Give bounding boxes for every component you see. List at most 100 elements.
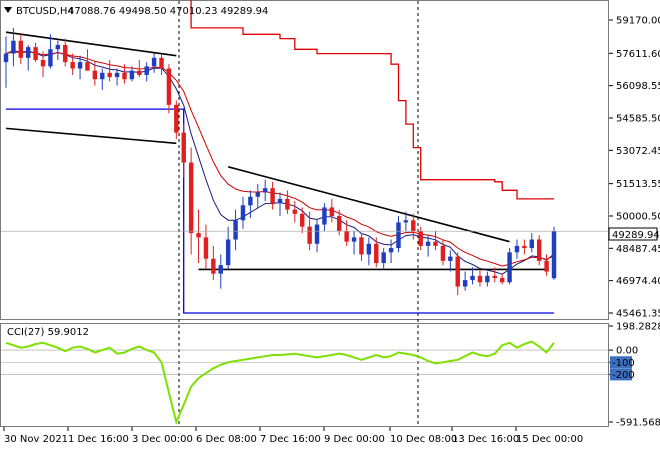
candle-body [233, 220, 238, 240]
candle-body [299, 213, 305, 227]
candle-body [522, 245, 527, 249]
candle-body [270, 188, 275, 204]
time-tick-label: 7 Dec 16:00 [260, 434, 321, 445]
time-tick-label: 9 Dec 00:00 [324, 434, 385, 445]
current-price-tag [608, 227, 658, 241]
candle-body [225, 239, 231, 266]
candle-body [137, 70, 142, 75]
cci-tick-label: -591.5682 [616, 418, 660, 429]
candle-body [314, 224, 320, 244]
cci-tick-label: 198.2828 [616, 322, 660, 333]
time-tick-label: 1 Dec 16:00 [68, 434, 129, 445]
triangle-down-icon[interactable] [4, 7, 12, 13]
candle-body [337, 215, 342, 231]
symbol-label: BTCUSD,H4 [16, 6, 74, 17]
candle-body [188, 162, 194, 234]
candle-body [107, 72, 112, 78]
time-tick-label: 6 Dec 08:00 [196, 434, 257, 445]
price-tick-label: 45461.35 [616, 309, 660, 320]
candle-body [292, 209, 298, 214]
candle-body [196, 233, 201, 238]
candle-body [285, 198, 290, 210]
candle-body [240, 205, 246, 221]
candle-body [440, 245, 446, 261]
candle-body [396, 222, 401, 249]
cci-panel-frame [0, 323, 609, 427]
candle-body [536, 239, 542, 261]
candle-body [448, 256, 453, 261]
price-tick-label: 54585.50 [616, 113, 660, 124]
cci-line [5, 340, 555, 426]
price-tick-label: 56098.55 [616, 81, 660, 92]
time-tick-label: 15 Dec 00:00 [516, 434, 583, 445]
candle-body [48, 49, 53, 67]
indicator-overlays [6, 0, 554, 314]
price-panel-frame [0, 0, 609, 320]
candle-body [144, 66, 149, 75]
candle-body [25, 47, 31, 58]
candle-body [492, 275, 497, 278]
candle-body [18, 40, 24, 58]
price-tick-label: 57611.60 [616, 49, 660, 60]
upper-trendline-1 [5, 31, 177, 57]
candle-body [40, 59, 46, 67]
candle-body [499, 277, 505, 283]
candle-body [277, 198, 283, 204]
price-axis: 59170.00 57611.60 56098.55 54585.50 53072.45… [1, 16, 660, 320]
candle-body [114, 72, 120, 78]
cci-axis: 198.2828 0.00-100-200 -591.5682 [609, 322, 660, 429]
candle-body [462, 280, 468, 287]
candle-body [433, 241, 438, 246]
price-tick-label: 46974.40 [616, 276, 660, 287]
candle-body [159, 57, 164, 69]
price-tick-label: 48487.45 [616, 244, 660, 255]
upper-envelope-line [6, 0, 554, 200]
candle-body [366, 243, 372, 255]
time-tick-label: 30 Nov 2021 [4, 434, 68, 445]
candle-body [529, 239, 535, 249]
candle-body [344, 230, 349, 242]
price-tick-label: 53072.45 [616, 146, 660, 157]
candle-body [33, 47, 38, 60]
cci-level-tag [610, 368, 632, 381]
price-tick-label: 50000.50 [616, 211, 660, 222]
time-axis: 30 Nov 2021 1 Dec 16:00 3 Dec 00:00 6 Dec 0… [3, 427, 583, 445]
candle-body [77, 62, 83, 69]
time-tick-label: 10 Dec 08:00 [390, 434, 457, 445]
ohlc-label: 47088.76 49498.50 47010.23 49289.94 [68, 6, 268, 17]
candle-body [151, 57, 157, 67]
candle-body [211, 258, 216, 274]
candle-body [92, 70, 98, 80]
candle-body [55, 45, 61, 50]
candle-body [166, 68, 172, 105]
time-tick-label: 3 Dec 00:00 [132, 434, 193, 445]
cci-tick-label: -100 [612, 358, 635, 369]
candles-group [3, 27, 557, 296]
candle-body [329, 207, 335, 216]
candle-body [100, 72, 105, 80]
cci-level-tag [610, 356, 632, 369]
candle-body [70, 62, 75, 69]
candle-body [11, 40, 16, 54]
time-tick-label: 13 Dec 16:00 [452, 434, 519, 445]
candle-body [322, 207, 327, 225]
candle-body [388, 248, 394, 253]
candle-body [485, 275, 490, 283]
candle-body [470, 275, 475, 281]
ema-slow-line [5, 51, 555, 267]
candle-body [85, 62, 90, 71]
price-tick-label: 59170.00 [616, 16, 660, 27]
candle-body [218, 265, 223, 274]
candle-body [507, 252, 512, 283]
cci-group [1, 340, 608, 426]
candle-body [203, 237, 209, 259]
candle-body [418, 230, 423, 246]
candle-body [307, 226, 312, 244]
candle-body [403, 220, 409, 223]
candle-body [514, 245, 520, 253]
candle-body [351, 237, 357, 242]
cci-tick-label: 0.00 [616, 346, 638, 357]
candle-body [544, 260, 549, 272]
candle-body [551, 231, 557, 279]
